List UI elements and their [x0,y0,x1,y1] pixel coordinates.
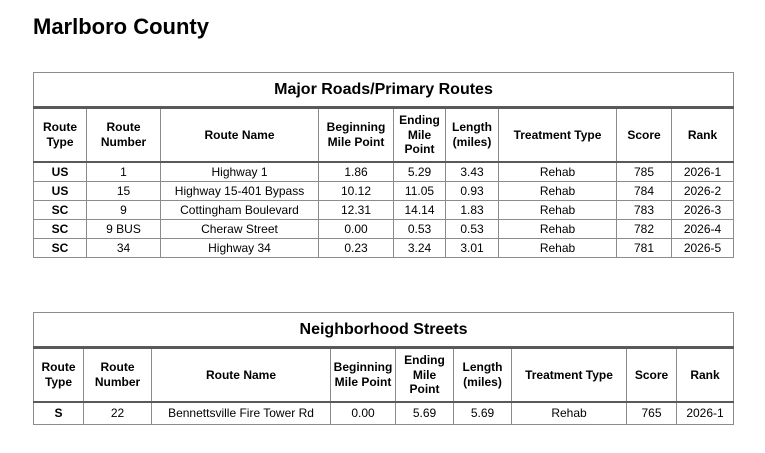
table-cell: 785 [616,161,672,182]
table-cell: 5.69 [453,401,512,425]
table-cell: 14.14 [393,200,446,220]
table-cell: US [33,161,87,182]
table-cell: 2026-1 [671,161,734,182]
table-cell: Rehab [498,161,617,182]
table-cell: 1 [86,161,161,182]
table-cell: 9 [86,200,161,220]
table-cell: 3.24 [393,238,446,258]
table-cell: SC [33,238,87,258]
table-title-row: Major Roads/Primary Routes [33,72,734,109]
table-cell: Rehab [511,401,627,425]
table-cell: 0.00 [318,219,394,239]
table-row: US 15 Highway 15-401 Bypass 10.12 11.05 0.93 R… [33,181,734,201]
table-cell: 0.53 [393,219,446,239]
table-cell: 10.12 [318,181,394,201]
table-cell: Rehab [498,181,617,201]
page-title: Marlboro County [33,14,209,39]
table-cell: 22 [83,401,152,425]
table-cell: 2026-5 [671,238,734,258]
table-cell: US [33,181,87,201]
table-cell: Highway 34 [160,238,319,258]
column-header: Score [626,347,677,403]
table-row: S 22 Bennettsville Fire Tower Rd 0.00 5.69 5.… [33,401,735,425]
table-header-row: Route Type Route Number Route Name Beginnin… [33,347,735,403]
column-header: Score [616,107,672,163]
column-header: Length (miles) [445,107,499,163]
table-cell: 782 [616,219,672,239]
table-cell: 9 BUS [86,219,161,239]
table-cell: 765 [626,401,677,425]
table-row: SC 34 Highway 34 0.23 3.24 3.01 Rehab 781 2026-5 [33,238,734,258]
table-cell: 3.43 [445,161,499,182]
table-cell: 2026-3 [671,200,734,220]
major-roads-table: Major Roads/Primary Routes Route Type Rou… [33,72,734,258]
table-cell: 12.31 [318,200,394,220]
table-cell: Cheraw Street [160,219,319,239]
table-cell: 2026-1 [675,401,735,425]
column-header: Rank [675,347,735,403]
table-cell: 784 [616,181,672,201]
table-cell: 5.29 [393,161,446,182]
table-title-row: Neighborhood Streets [32,312,735,349]
column-header: Beginning Mile Point [330,347,396,403]
table-cell: SC [33,219,87,239]
table-cell: S [33,401,84,425]
table-cell: Bennettsville Fire Tower Rd [151,401,331,425]
table-cell: SC [33,200,87,220]
table-cell: 2026-4 [671,219,734,239]
table-cell: 2026-2 [671,181,734,201]
column-header: Route Type [33,107,87,163]
column-header: Route Type [33,347,84,403]
table-cell: Rehab [498,200,617,220]
neighborhood-streets-table: Neighborhood Streets Route Type Route Num… [32,312,735,425]
table-cell: 3.01 [445,238,499,258]
table-cell: Rehab [498,238,617,258]
table-cell: 1.86 [318,161,394,182]
table-cell: 11.05 [393,181,446,201]
table-row: SC 9 BUS Cheraw Street 0.00 0.53 0.53 Rehab 782… [33,219,734,239]
table-title: Major Roads/Primary Routes [33,72,734,109]
column-header: Beginning Mile Point [318,107,394,163]
table-cell: Cottingham Boulevard [160,200,319,220]
table-cell: 783 [616,200,672,220]
table-cell: 34 [86,238,161,258]
table-cell: Highway 1 [160,161,319,182]
table-cell: 0.53 [445,219,499,239]
column-header: Route Number [86,107,161,163]
column-header: Ending Mile Point [395,347,454,403]
column-header: Ending Mile Point [393,107,446,163]
table-cell: 15 [86,181,161,201]
column-header: Route Number [83,347,152,403]
table-cell: 781 [616,238,672,258]
table-title: Neighborhood Streets [32,312,735,349]
column-header: Route Name [160,107,319,163]
table-cell: 0.23 [318,238,394,258]
column-header: Length (miles) [453,347,512,403]
column-header: Treatment Type [511,347,627,403]
table-header-row: Route Type Route Number Route Name Beginnin… [33,107,734,163]
column-header: Rank [671,107,734,163]
table-row: US 1 Highway 1 1.86 5.29 3.43 Rehab 785 2026-1 [33,161,734,182]
table-cell: 0.93 [445,181,499,201]
table-cell: 0.00 [330,401,396,425]
table-cell: Highway 15-401 Bypass [160,181,319,201]
table-cell: Rehab [498,219,617,239]
table-row: SC 9 Cottingham Boulevard 12.31 14.14 1.83 Reh… [33,200,734,220]
table-cell: 5.69 [395,401,454,425]
column-header: Route Name [151,347,331,403]
column-header: Treatment Type [498,107,617,163]
table-cell: 1.83 [445,200,499,220]
